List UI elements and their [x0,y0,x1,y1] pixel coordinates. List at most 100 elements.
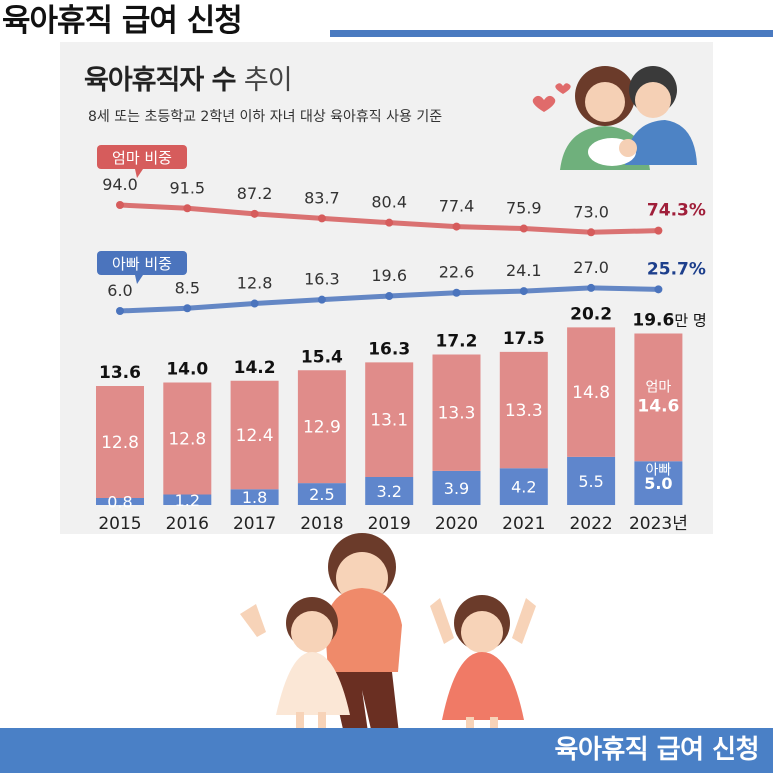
mother-with-two-daughters-illustration [240,533,536,760]
x-tick-label: 2019 [368,514,411,534]
dad-share-legend-pointer [135,275,143,284]
bar-total-label: 20.2 [570,304,612,324]
bar-total-label: 19.6만 명 [632,311,706,331]
bar-total-label: 14.2 [234,358,276,378]
mom-share-label: 83.7 [304,188,340,207]
dad-share-label: 16.3 [304,270,340,289]
mom-share-label: 75.9 [506,199,542,218]
bar-dad-label: 5.5 [578,472,603,491]
bar-dad-label: 1.2 [175,491,200,510]
mom-share-label: 77.4 [439,197,475,216]
x-tick-label: 2020 [435,514,478,534]
heart-icon [532,95,556,112]
chart-title-suffix: 추이 [243,65,293,96]
footer-title: 육아휴직 급여 신청 [554,735,760,765]
bar-mom [432,354,481,471]
heart-icon [555,83,571,94]
bar-mom-label: 12.8 [168,430,206,450]
dad-share-point [183,304,192,313]
mom-share-label: 87.2 [237,184,273,203]
bar-mom-label: 13.3 [438,404,476,424]
bar-dad [432,470,481,505]
bar-mom-label: 14.8 [572,383,610,403]
bar-total-label: 13.6 [99,363,141,383]
dad-share-point [587,283,596,292]
x-tick-label: 2023년 [629,514,688,534]
x-tick-label: 2021 [502,514,545,534]
bar-mom-label: 12.4 [236,426,274,446]
mom-share-label: 80.4 [371,193,407,212]
bar-dad-label: 3.9 [444,479,469,498]
mom-share-point [519,224,528,233]
header-title: 육아휴직 급여 신청 [2,3,243,39]
bar-dad [634,461,683,505]
bar-dad-name: 아빠 [646,462,672,478]
bar-mom [365,362,414,477]
dad-share-legend-label: 아빠 비중 [112,255,172,273]
bar-dad-label: 3.2 [376,482,401,501]
dad-share-point [385,292,394,301]
dad-share-point [250,299,259,308]
parents-with-baby-illustration [532,66,697,170]
dad-share-label: 8.5 [175,278,200,297]
bar-mom [230,380,279,490]
bar-total-label: 15.4 [301,347,343,367]
dad-share-point [654,285,663,294]
bar-dad-label: 0.8 [107,493,132,512]
mom-share-point [317,214,326,223]
mom-share-point [587,228,596,237]
dad-share-point [519,287,528,296]
footer-bar [0,728,773,773]
bar-dad-label: 5.0 [644,474,672,493]
dad-share-label: 6.0 [107,281,132,300]
dad-share-label: 27.0 [573,258,609,277]
chart-title: 육아휴직자 수 추이 [84,58,293,97]
bar-mom-label: 13.1 [370,411,408,431]
bar-dad [499,468,548,505]
bar-dad-label: 4.2 [511,478,536,497]
dad-share-label: 19.6 [371,266,407,285]
bar-mom [297,370,346,484]
bar-mom [163,382,212,495]
bar-mom [634,333,683,462]
header-rule [330,30,773,37]
mom-share-point [654,226,663,235]
bar-dad [365,477,414,505]
mom-share-legend-label: 엄마 비중 [112,149,172,167]
mom-share-point [250,209,259,218]
mom-share-point [452,222,461,231]
mom-share-point [385,218,394,227]
bar-total-label: 17.2 [436,332,478,352]
bar-dad [96,498,144,505]
x-tick-label: 2022 [569,514,612,534]
dad-share-point [317,295,326,304]
dad-share-legend [97,251,187,275]
mom-share-legend [97,145,187,169]
dad-share-label: 22.6 [439,263,475,282]
bar-dad-label: 1.8 [242,488,267,507]
bar-total-label: 14.0 [166,360,208,380]
bar-mom-label: 13.3 [505,401,543,421]
bar-dad [230,489,279,505]
mom-share-label: 73.0 [573,202,609,221]
dad-share-point [116,307,124,315]
bar-total-label: 16.3 [368,339,410,359]
mom-share-point [183,204,192,213]
bar-dad [297,483,346,505]
mom-share-point [116,201,124,209]
chart-title-main: 육아휴직자 수 [84,65,236,96]
bar-mom-label: 14.6 [637,396,679,416]
dad-share-point [452,288,461,297]
x-tick-label: 2018 [300,514,343,534]
mom-share-label: 94.0 [102,175,138,194]
mom-share-legend-pointer [135,169,143,178]
bar-mom [96,386,144,498]
bar-total-label: 17.5 [503,329,545,349]
bar-mom-name: 엄마 [646,379,672,395]
bar-mom-label: 12.9 [303,418,341,438]
bar-mom-label: 12.8 [101,433,139,453]
bar-mom [567,327,616,457]
dad-share-label: 25.7% [647,259,706,279]
bar-dad [163,494,212,505]
